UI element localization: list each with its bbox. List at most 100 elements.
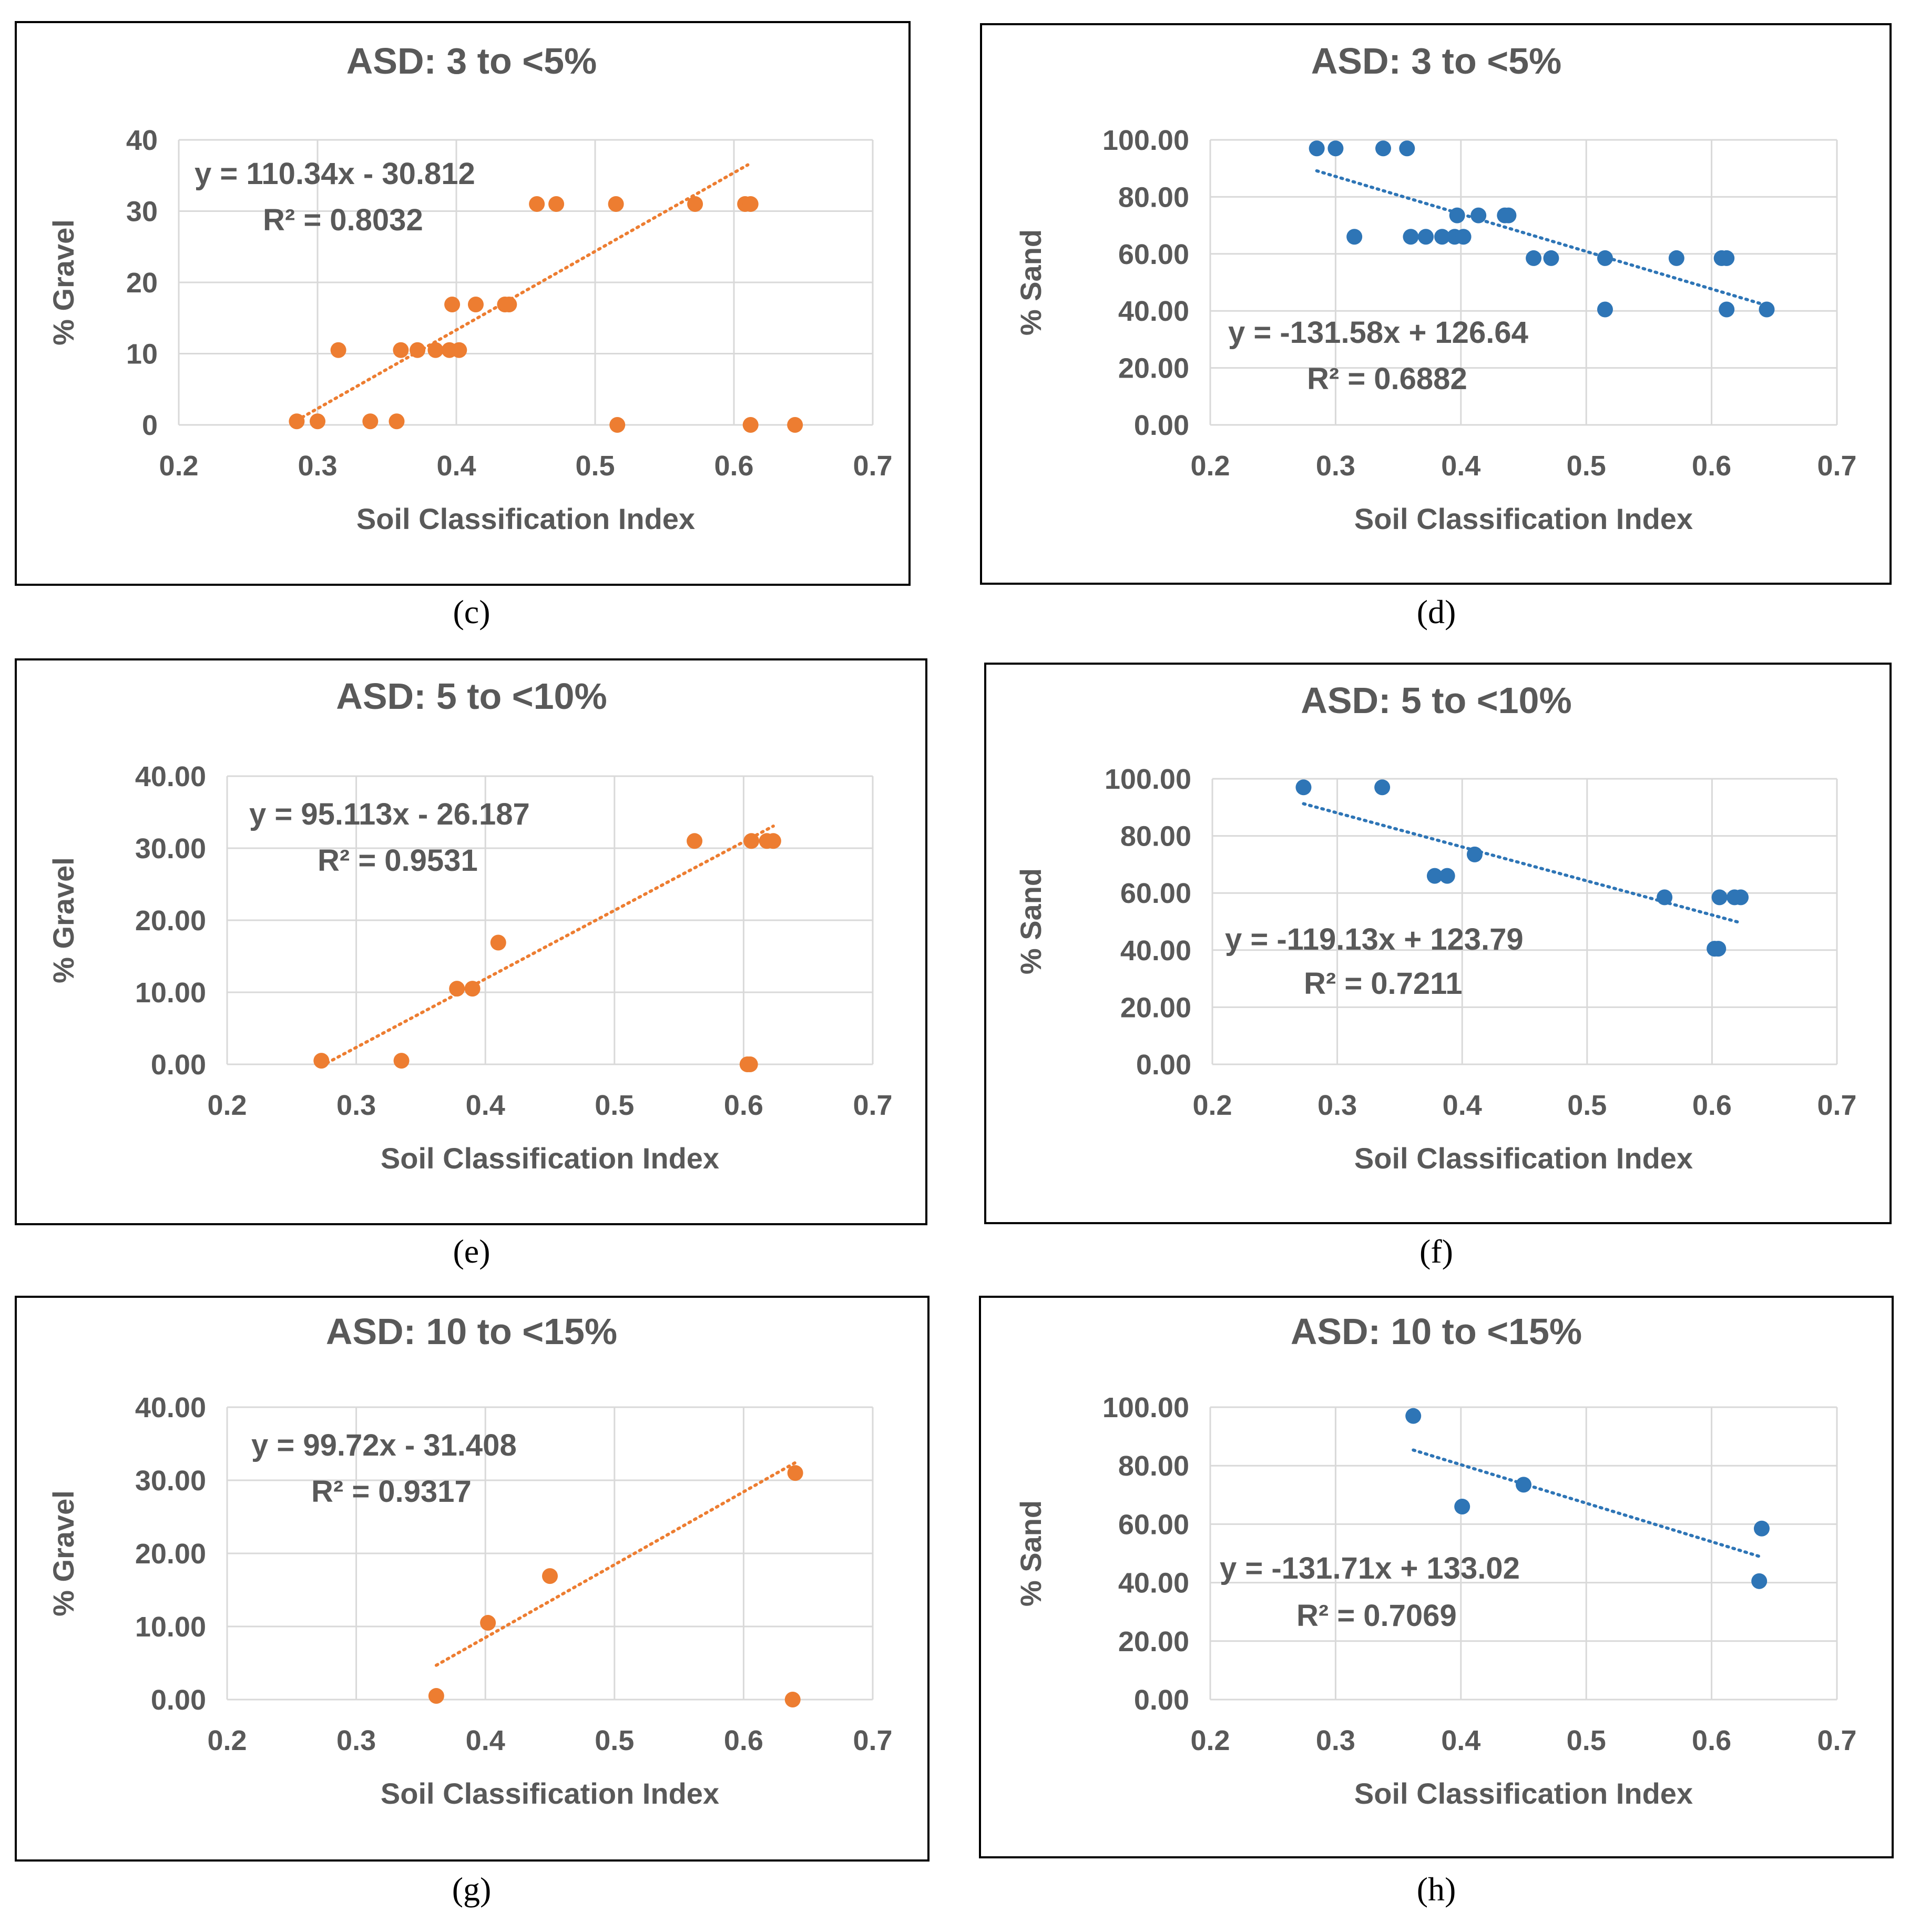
chart-frame [15,21,911,586]
trend-equation: y = -131.71x + 133.02 [1220,1551,1520,1585]
data-point [1597,301,1613,318]
data-point [1711,889,1728,906]
y-tick-label: 20.00 [1118,1626,1189,1658]
data-point [1733,889,1749,906]
data-point [1399,140,1415,157]
panel-e: 0.2 0.3 0.4 0.5 0.6 0.7 0.00 10.00 20.00 30.00 40.… [15,658,927,1225]
chart-title: ASD: 5 to <10% [1301,680,1571,721]
y-tick-label: 10 [126,339,158,370]
trendline [1315,169,1769,307]
x-tick-label: 0.4 [1441,1725,1480,1756]
chart-title: ASD: 3 to <5% [346,40,597,82]
data-point [1543,250,1559,266]
x-tick-label: 0.7 [853,450,892,482]
trend-equation: y = -131.58x + 126.64 [1228,316,1528,350]
data-point [1327,140,1344,157]
x-tick-label: 0.2 [1190,1725,1230,1756]
data-point [1470,207,1487,223]
panel-c: 0.2 0.3 0.4 0.5 0.6 0.7 0 10 20 30 40 ASD: 3 to <5%… [15,21,911,586]
y-tick-label: 80.00 [1118,1450,1189,1482]
data-point [742,417,759,433]
x-tick-label: 0.2 [1190,450,1230,482]
x-tick-label: 0.5 [1567,1725,1606,1756]
data-point [444,297,461,313]
trend-r-squared: R² = 0.9317 [311,1475,472,1509]
data-point [1309,140,1325,157]
x-tick-label: 0.4 [1441,450,1480,482]
chart-title: ASD: 5 to <10% [336,676,607,717]
x-tick-label: 0.2 [1192,1090,1232,1121]
y-tick-label: 40.00 [135,1392,206,1423]
data-point [1668,250,1684,266]
data-point [490,934,506,951]
data-point [1759,301,1775,318]
y-tick-label: 0.00 [1136,1049,1191,1081]
panel-label: (f) [1419,1233,1453,1270]
data-point [313,1053,330,1069]
data-point [310,413,325,430]
data-point [501,297,517,313]
y-tick-label: 30 [126,196,158,228]
x-tick-label: 0.2 [159,450,198,482]
data-point [410,342,426,358]
x-tick-label: 0.6 [714,450,753,482]
y-tick-label: 20.00 [135,905,206,937]
data-point [1455,229,1472,245]
trend-r-squared: R² = 0.6882 [1307,362,1467,396]
data-point [1500,207,1517,223]
data-point [449,981,465,997]
data-point [787,1465,803,1481]
y-tick-label: 20.00 [1118,353,1189,384]
trend-equation: y = 99.72x - 31.408 [251,1428,517,1462]
y-tick-label: 100.00 [1102,125,1189,156]
data-point [742,196,759,212]
data-point [1449,207,1465,223]
data-point [542,1568,558,1584]
data-point [393,342,409,358]
data-point [389,413,405,430]
x-tick-label: 0.3 [1317,1090,1357,1121]
x-tick-label: 0.5 [575,450,615,482]
data-point [742,1056,758,1072]
data-point [784,1692,801,1707]
data-point [529,196,545,212]
y-axis-label: % Gravel [47,219,80,345]
x-tick-label: 0.7 [853,1090,892,1121]
y-tick-label: 40.00 [1118,296,1189,327]
panel-f: 0.2 0.3 0.4 0.5 0.6 0.7 0.00 20.00 40.00 60.00 80.… [984,663,1892,1224]
panel-label: (c) [453,593,490,631]
y-tick-label: 80.00 [1118,181,1189,213]
y-tick-label: 30.00 [135,833,206,865]
data-point [687,833,703,849]
y-axis-label: % Sand [1014,229,1047,335]
data-point [480,1615,496,1631]
x-tick-label: 0.3 [298,450,337,482]
x-axis-label: Soil Classification Index [381,1142,719,1175]
data-point [743,833,760,849]
panel-g: 0.2 0.3 0.4 0.5 0.6 0.7 0.00 10.00 20.00 30.00 40.… [15,1296,930,1862]
x-axis-label: Soil Classification Index [1354,1142,1693,1175]
data-point [1374,779,1391,796]
data-point [1454,1499,1470,1515]
x-axis-label: Soil Classification Index [356,502,695,535]
x-tick-label: 0.3 [336,1725,376,1756]
x-tick-label: 0.4 [466,1090,505,1121]
x-tick-label: 0.6 [1692,1725,1731,1756]
data-point [1657,889,1673,906]
x-tick-label: 0.2 [207,1725,247,1756]
panel-label: (h) [1417,1870,1456,1908]
data-point [428,1688,444,1704]
x-tick-label: 0.4 [466,1725,505,1756]
y-tick-label: 40.00 [1118,1568,1189,1599]
trendline [295,163,750,422]
data-point [1295,779,1312,796]
trend-r-squared: R² = 0.7211 [1304,967,1463,1001]
panel-d: 0.2 0.3 0.4 0.5 0.6 0.7 0.00 20.00 40.00 60.00 80.… [980,23,1892,585]
data-point [548,196,565,212]
data-point [1751,1573,1768,1589]
y-tick-label: 20.00 [135,1538,206,1570]
data-point [362,413,379,430]
data-point [1346,229,1363,245]
y-tick-label: 10.00 [135,1611,206,1643]
x-tick-label: 0.5 [1567,450,1606,482]
